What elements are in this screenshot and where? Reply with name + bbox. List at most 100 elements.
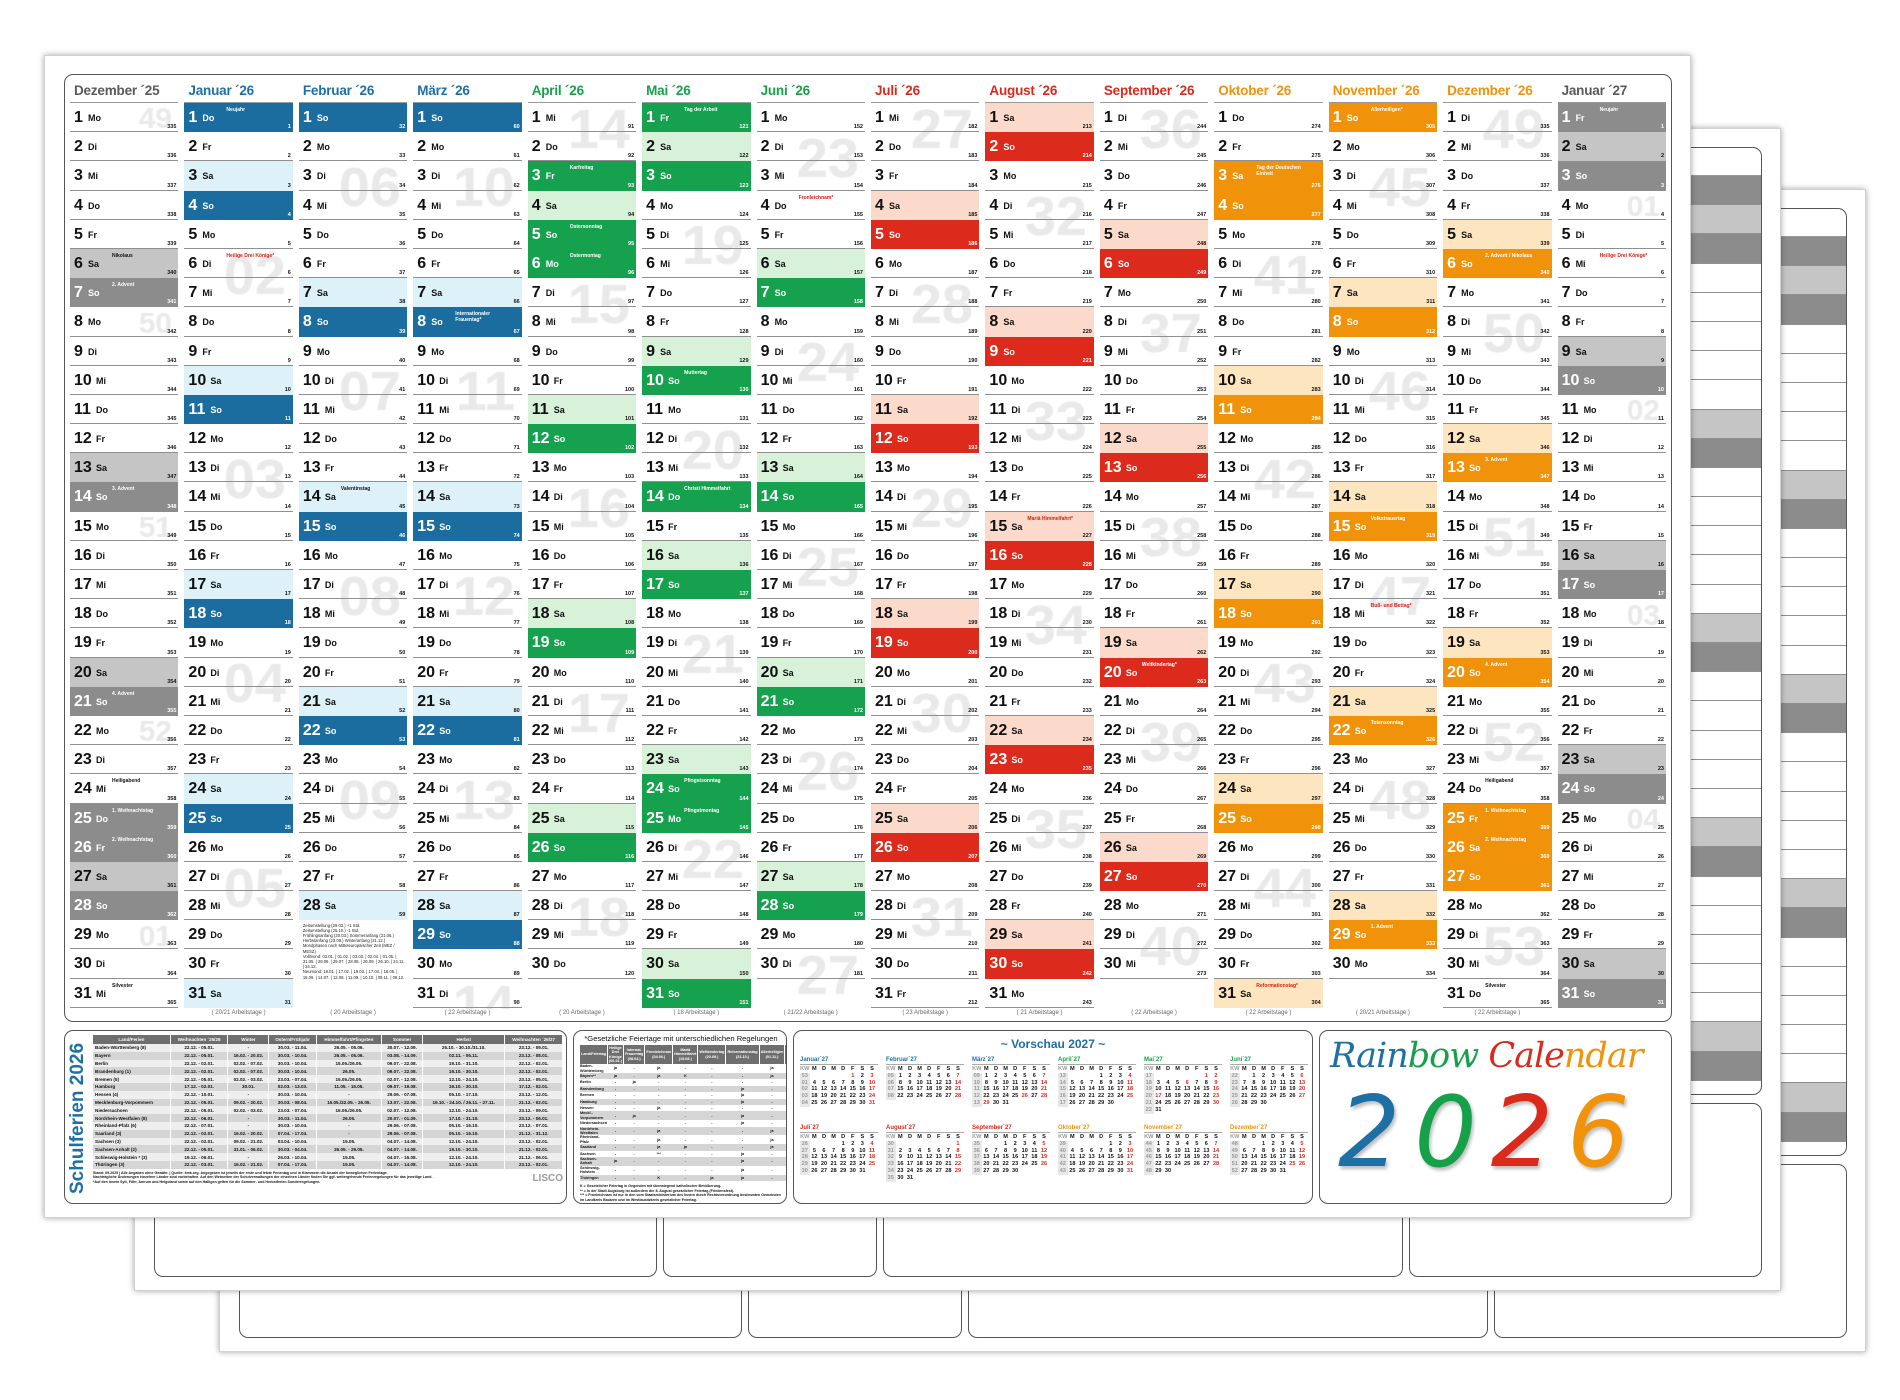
day-cell[interactable]: 28 Do 28 [1557,891,1666,921]
day-cell[interactable]: 18 Fr 352 [1443,599,1552,629]
day-cell[interactable]: 26 Sa 360 2. Weihnachtstag [1443,832,1552,862]
day-cell[interactable]: 19 So 200 [871,628,980,658]
day-cell[interactable]: 23 So 235 [985,745,1094,775]
day-cell[interactable]: 30 So 242 [985,949,1094,979]
day-cell[interactable]: 26 Mo 299 [1214,833,1323,862]
day-cell[interactable]: 28 Fr 240 [985,891,1094,921]
day-cell[interactable]: 16 Mo 47 [298,541,408,570]
day-cell[interactable]: 24 Do 267 [1099,774,1209,804]
day-cell[interactable]: 28 Do 148 [642,891,751,921]
day-cell[interactable]: 13 Mi 13 [1557,453,1666,483]
day-cell[interactable]: 21 So 172 [756,686,865,716]
day-cell[interactable]: 15 So 46 [298,511,408,541]
day-cell[interactable]: 8 Mo 342 [70,307,179,337]
day-cell[interactable]: 22 Di 265 [1099,716,1209,746]
day-cell[interactable]: 3 Sa 3 [184,161,293,191]
day-cell[interactable]: 27 Sa 178 [756,861,865,892]
day-cell[interactable]: 22 So 326 Totensonntag [1328,715,1438,746]
day-cell[interactable]: 7 Sa 38 [298,278,408,308]
day-cell[interactable]: 13 Do 225 [985,453,1094,483]
day-cell[interactable]: 29 Mo 180 [756,920,865,950]
day-cell[interactable]: 28 Mo 362 [1443,891,1552,921]
day-cell[interactable]: 1 Do 1 Neujahr [184,103,293,133]
day-cell[interactable]: 23 Do 204 [871,745,980,775]
day-cell[interactable]: 21 Fr 233 [985,687,1094,716]
day-cell[interactable]: 30 Mo 89 [413,949,522,979]
day-cell[interactable]: 12 Do 43 [298,424,408,454]
day-cell[interactable]: 9 Do 190 [871,337,980,366]
day-cell[interactable]: 16 Fr 16 [184,541,293,570]
day-cell[interactable]: 24 So 144 Pfingstsonntag [642,774,751,804]
day-cell[interactable]: 2 Mo 306 [1328,132,1438,162]
day-cell[interactable]: 27 Mi 147 [642,862,751,892]
day-cell[interactable]: 11 So 11 [184,394,293,425]
day-cell[interactable]: 16 So 228 [985,540,1094,570]
day-cell[interactable]: 5 Mo 278 [1214,220,1323,249]
day-cell[interactable]: 22 Mo 173 [756,716,865,746]
day-cell[interactable]: 21 Sa 325 [1328,686,1438,716]
day-cell[interactable]: 19 So 109 [527,628,637,658]
day-cell[interactable]: 20 Mi 20 [1557,658,1666,687]
day-cell[interactable]: 30 Do 120 [527,949,637,979]
day-cell[interactable]: 29 Mi 119 [527,920,637,950]
day-cell[interactable]: 16 Mi 259 [1099,541,1209,570]
day-cell[interactable]: 4 Fr 338 [1443,191,1552,220]
day-cell[interactable]: 10 Mi 161 [756,366,865,395]
day-cell[interactable]: 12 So 102 [527,424,637,454]
day-cell[interactable]: 9 Mi 252 [1099,337,1209,366]
day-cell[interactable]: 17 Di 76 [413,570,522,600]
day-cell[interactable]: 31 So 31 [1557,978,1666,1008]
day-cell[interactable]: 14 Mi 14 [184,482,293,512]
day-cell[interactable]: 13 Sa 347 [70,453,179,483]
day-cell[interactable]: 15 Mo 349 [70,512,179,541]
day-cell[interactable]: 4 Mo 124 [642,191,751,220]
day-cell[interactable]: 17 Mi 168 [756,570,865,600]
day-cell[interactable]: 13 Di 286 [1214,453,1323,483]
day-cell[interactable]: 4 Sa 185 [871,190,980,220]
day-cell[interactable]: 8 Sa 220 [985,307,1094,337]
day-cell[interactable]: 1 Mo 152 [756,103,865,133]
day-cell[interactable]: 8 Di 251 [1099,307,1209,337]
day-cell[interactable]: 25 Sa 115 [527,803,637,833]
day-cell[interactable]: 3 Sa 276 Tag der Deutschen Einheit [1214,161,1323,191]
day-cell[interactable]: 17 Sa 290 [1214,570,1323,600]
day-cell[interactable]: 7 Fr 219 [985,278,1094,308]
day-cell[interactable]: 16 Di 167 [756,541,865,570]
day-cell[interactable]: 21 Mi 21 [184,687,293,716]
day-cell[interactable]: 31 Sa 304 Reformationstag* [1214,978,1323,1008]
day-cell[interactable]: 28 Sa 87 [413,891,522,921]
day-cell[interactable]: 15 Mi 196 [871,512,980,541]
day-cell[interactable]: 1 Mo 335 [70,103,179,133]
day-cell[interactable]: 30 Do 211 [871,949,980,979]
day-cell[interactable]: 20 Di 293 [1214,658,1323,687]
day-cell[interactable]: 19 Sa 262 [1099,628,1209,658]
day-cell[interactable]: 7 Do 127 [642,278,751,308]
day-cell[interactable]: 27 Di 27 [184,862,293,892]
day-cell[interactable]: 8 So 39 [298,307,408,337]
day-cell[interactable]: 4 So 277 [1214,190,1323,220]
day-cell[interactable]: 6 Di 279 [1214,249,1323,279]
day-cell[interactable]: 12 Mo 12 [184,424,293,454]
day-cell[interactable]: 31 Fr 212 [871,979,980,1008]
day-cell[interactable]: 6 Sa 157 [756,248,865,279]
day-cell[interactable]: 19 Fr 170 [756,628,865,658]
day-cell[interactable]: 30 Sa 150 [642,949,751,979]
day-cell[interactable]: 12 Mi 224 [985,424,1094,454]
day-cell[interactable]: 6 Fr 65 [413,249,522,279]
day-cell[interactable]: 26 Mo 26 [184,833,293,862]
day-cell[interactable]: 12 So 193 [871,424,980,454]
day-cell[interactable]: 13 Fr 72 [413,453,522,483]
day-cell[interactable]: 9 Do 99 [527,337,637,366]
day-cell[interactable]: 14 Do 14 [1557,482,1666,512]
day-cell[interactable]: 3 Di 62 [413,161,522,191]
day-cell[interactable]: 7 Do 7 [1557,278,1666,308]
day-cell[interactable]: 30 Mo 334 [1328,949,1438,979]
day-cell[interactable]: 18 So 18 [184,599,293,629]
day-cell[interactable]: 4 Do 338 [70,191,179,220]
day-cell[interactable]: 12 Mo 285 [1214,424,1323,454]
day-cell[interactable]: 6 Do 218 [985,249,1094,279]
day-cell[interactable]: 11 Do 345 [70,395,179,425]
day-cell[interactable]: 14 Fr 226 [985,482,1094,512]
day-cell[interactable]: 11 Mi 315 [1328,395,1438,425]
day-cell[interactable]: 17 Di 48 [298,570,408,600]
